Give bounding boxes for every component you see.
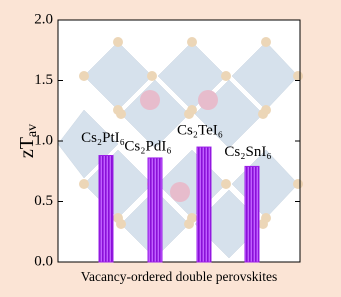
y-tick-label: 0.5 (34, 193, 53, 209)
y-tick-label: 1.0 (34, 132, 53, 148)
y-label-main: zT (16, 137, 38, 158)
y-label-sub: av (25, 124, 40, 137)
x-axis-label: Vacancy-ordered double perovskites (81, 269, 277, 284)
bar (147, 157, 163, 263)
bar-label: Cs₂SnI₆ (224, 144, 271, 160)
bar-label: Cs₂PdI₆ (124, 138, 171, 154)
bar (98, 155, 114, 263)
bar (244, 165, 260, 263)
bar-label: Cs₂TeI₆ (177, 122, 223, 138)
bar-label: Cs₂PtI₆ (81, 130, 125, 146)
y-tick-label: 1.5 (34, 72, 53, 88)
y-axis-label: zTav (16, 124, 41, 158)
bar (196, 146, 212, 263)
y-tick-label: 2.0 (34, 11, 53, 27)
y-tick-label: 0.0 (34, 253, 53, 269)
